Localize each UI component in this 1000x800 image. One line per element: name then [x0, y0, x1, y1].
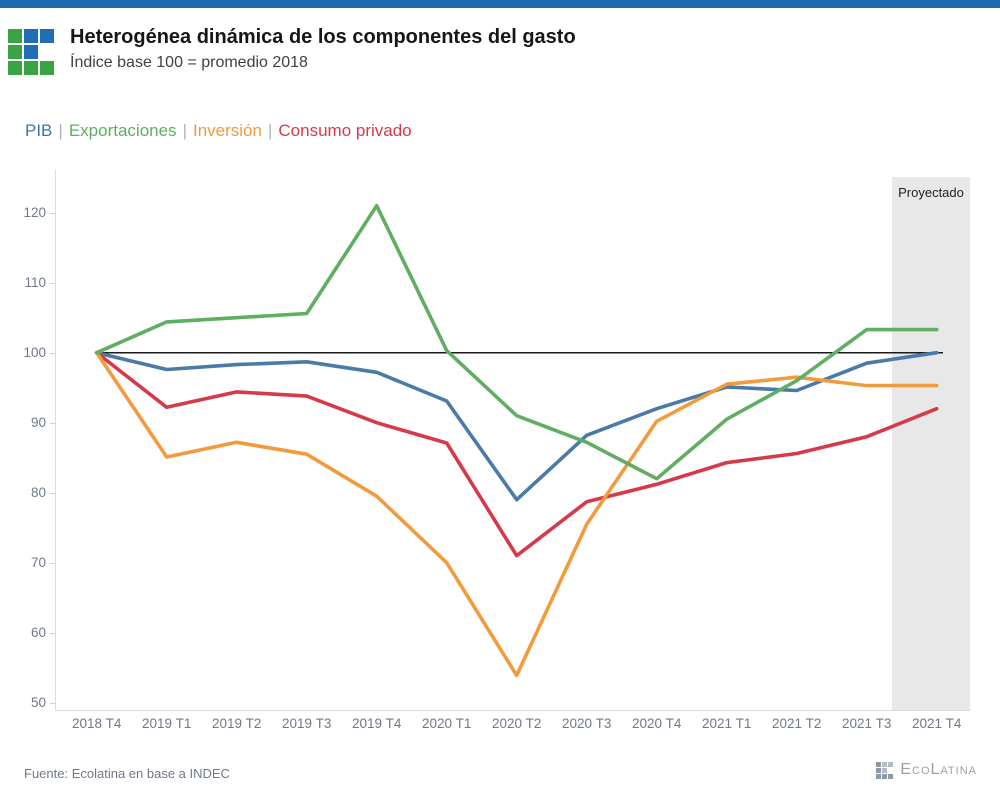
x-axis-line: [55, 710, 970, 711]
x-axis-label: 2020 T1: [422, 716, 472, 731]
x-axis-label: 2021 T4: [912, 716, 962, 731]
x-axis-label: 2021 T2: [772, 716, 822, 731]
brand-name: EcoLatina: [900, 761, 977, 778]
x-axis-label: 2020 T2: [492, 716, 542, 731]
x-axis-label: 2018 T4: [72, 716, 122, 731]
ecolatina-mini-logo-icon: [876, 761, 894, 779]
logo-square: [8, 45, 22, 59]
logo-square: [24, 61, 38, 75]
line-inversión: [94, 350, 939, 678]
y-axis-tick: [50, 562, 55, 564]
y-axis-label: 100: [23, 344, 46, 360]
x-axis-label: 2019 T3: [282, 716, 332, 731]
legend-separator: |: [58, 121, 63, 140]
x-axis-label: 2021 T1: [702, 716, 752, 731]
page-subtitle: Índice base 100 = promedio 2018: [70, 54, 308, 71]
y-axis-tick: [50, 492, 55, 494]
legend-item-inversión: Inversión: [192, 121, 262, 140]
legend-separator: |: [182, 121, 187, 140]
y-axis-label: 90: [30, 414, 46, 430]
legend-item-exportaciones: Exportaciones: [68, 121, 177, 140]
y-axis-label: 60: [30, 624, 46, 640]
y-axis-label: 70: [30, 554, 46, 570]
ecolatina-logo-icon: [8, 29, 54, 75]
y-axis-tick: [50, 282, 55, 284]
line-pib: [94, 350, 939, 502]
projected-region-band: [892, 177, 970, 710]
line-exportaciones: [94, 203, 939, 481]
legend-item-consumo-privado: Consumo privado: [278, 121, 412, 140]
y-axis-tick: [50, 702, 55, 704]
y-axis-label: 110: [24, 274, 46, 290]
legend-item-pib: PIB: [25, 121, 53, 140]
top-accent-bar: [0, 0, 1000, 8]
y-axis-tick: [50, 212, 55, 214]
x-axis-label: 2020 T4: [632, 716, 682, 731]
logo-square: [40, 29, 54, 43]
y-axis-line: [55, 170, 56, 710]
projected-label: Proyectado: [898, 185, 964, 200]
y-axis-tick: [50, 352, 55, 354]
logo-square: [40, 61, 54, 75]
y-axis-tick: [50, 422, 55, 424]
logo-square: [24, 45, 38, 59]
source-note: Fuente: Ecolatina en base a INDEC: [24, 766, 230, 781]
x-axis-label: 2021 T3: [842, 716, 892, 731]
x-axis-label: 2019 T1: [142, 716, 192, 731]
y-axis-label: 120: [23, 204, 46, 220]
page-title: Heterogénea dinámica de los componentes …: [70, 26, 576, 48]
y-axis-label: 80: [30, 484, 46, 500]
logo-square-empty: [40, 45, 54, 59]
header: Heterogénea dinámica de los componentes …: [8, 26, 576, 75]
y-axis-label: 50: [30, 694, 46, 710]
x-axis-label: 2020 T3: [562, 716, 612, 731]
logo-square: [24, 29, 38, 43]
line-consumo-privado: [94, 350, 939, 558]
y-axis-tick: [50, 632, 55, 634]
chart-legend: PIB | Exportaciones | Inversión | Consumo priv…: [25, 121, 412, 141]
x-axis-label: 2019 T2: [212, 716, 262, 731]
logo-square: [8, 29, 22, 43]
logo-square: [8, 61, 22, 75]
footer-brand: EcoLatina: [876, 761, 977, 779]
x-axis-label: 2019 T4: [352, 716, 402, 731]
legend-separator: |: [267, 121, 273, 140]
